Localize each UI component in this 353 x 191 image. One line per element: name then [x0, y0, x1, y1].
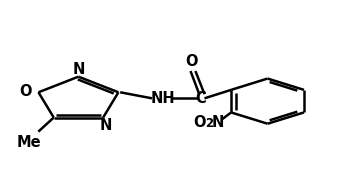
Text: N: N [100, 118, 112, 133]
Text: O: O [185, 54, 197, 69]
Text: NH: NH [150, 91, 175, 106]
Text: N: N [212, 115, 224, 130]
Text: O: O [193, 115, 206, 130]
Text: O: O [19, 84, 31, 99]
Text: C: C [196, 91, 207, 106]
Text: Me: Me [16, 135, 41, 150]
Text: N: N [72, 62, 85, 77]
Text: 2: 2 [205, 117, 214, 130]
